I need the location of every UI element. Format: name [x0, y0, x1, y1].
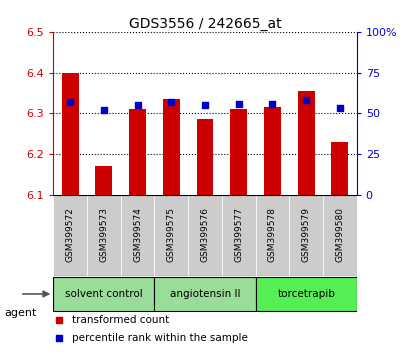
Text: GSM399574: GSM399574	[133, 207, 142, 262]
Bar	[255, 277, 356, 311]
Text: GSM399572: GSM399572	[65, 207, 74, 262]
Bar	[196, 119, 213, 195]
Text: angiotensin II: angiotensin II	[169, 289, 240, 299]
Text: GSM399575: GSM399575	[166, 207, 175, 262]
Bar	[221, 195, 255, 276]
Text: GSM399573: GSM399573	[99, 207, 108, 262]
Point	[268, 101, 275, 107]
Text: percentile rank within the sample: percentile rank within the sample	[71, 333, 247, 343]
Bar	[289, 195, 322, 276]
Point	[100, 107, 107, 113]
Point	[201, 102, 208, 108]
Point	[302, 97, 309, 103]
Point	[56, 335, 63, 341]
Bar	[120, 195, 154, 276]
Bar	[188, 195, 221, 276]
Text: solvent control: solvent control	[65, 289, 142, 299]
Bar	[322, 195, 356, 276]
Text: torcetrapib: torcetrapib	[276, 289, 334, 299]
Text: GSM399579: GSM399579	[301, 207, 310, 262]
Bar	[162, 99, 179, 195]
Bar	[95, 166, 112, 195]
Bar	[330, 142, 347, 195]
Point	[134, 102, 141, 108]
Text: GSM399578: GSM399578	[267, 207, 276, 262]
Point	[56, 318, 63, 323]
Title: GDS3556 / 242665_at: GDS3556 / 242665_at	[128, 17, 281, 31]
Bar	[129, 109, 146, 195]
Point	[235, 101, 241, 107]
Text: GSM399576: GSM399576	[200, 207, 209, 262]
Bar	[53, 195, 87, 276]
Bar	[154, 195, 188, 276]
Text: transformed count: transformed count	[71, 315, 169, 325]
Bar	[87, 195, 120, 276]
Point	[67, 99, 73, 105]
Bar	[263, 107, 280, 195]
Bar	[255, 195, 289, 276]
Text: GSM399577: GSM399577	[234, 207, 243, 262]
Point	[168, 99, 174, 105]
Bar	[62, 73, 79, 195]
Bar	[53, 277, 154, 311]
Text: GSM399580: GSM399580	[335, 207, 344, 262]
Bar	[230, 109, 247, 195]
Bar	[297, 91, 314, 195]
Point	[336, 105, 342, 111]
Text: agent: agent	[4, 308, 36, 318]
Bar	[154, 277, 255, 311]
